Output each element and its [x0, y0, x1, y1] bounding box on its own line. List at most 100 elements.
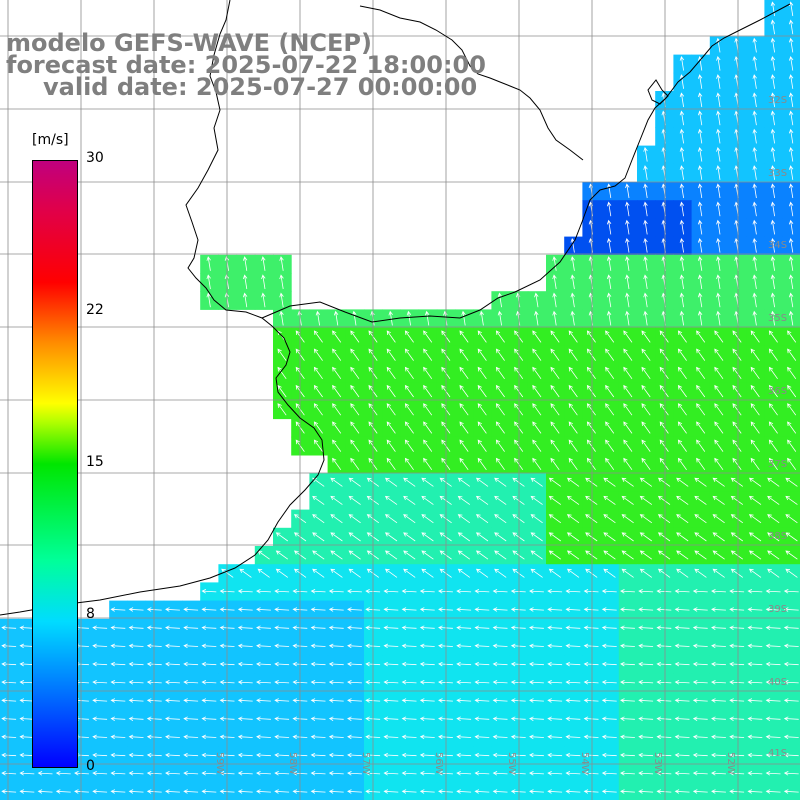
wind-arrow — [674, 789, 690, 794]
wind-arrow — [332, 457, 342, 471]
wind-arrow — [732, 348, 742, 361]
wind-arrow — [256, 661, 271, 667]
wind-arrow — [1, 625, 17, 630]
lon-label: 56W — [433, 752, 444, 775]
wind-arrow — [347, 734, 362, 740]
wind-arrow — [350, 403, 360, 416]
wind-arrow — [601, 771, 617, 776]
wind-arrow — [641, 384, 651, 398]
wind-arrow — [696, 330, 706, 343]
wind-arrow — [384, 495, 398, 505]
field-cell — [782, 309, 800, 329]
wind-arrow — [183, 789, 199, 794]
wind-arrow — [419, 734, 435, 740]
wind-arrow — [532, 457, 542, 471]
wind-arrow — [656, 625, 672, 630]
wind-arrow — [128, 771, 144, 776]
wind-arrow — [419, 643, 435, 649]
wind-arrow — [219, 771, 235, 776]
wind-arrow — [456, 589, 472, 594]
wind-arrow — [529, 789, 544, 794]
wind-arrow — [386, 403, 396, 416]
wind-arrow — [348, 568, 361, 578]
wind-arrow — [477, 366, 487, 380]
wind-arrow — [423, 384, 433, 398]
wind-arrow — [92, 734, 108, 740]
wind-arrow — [785, 477, 798, 487]
wind-arrow — [586, 403, 596, 416]
wind-arrow — [621, 495, 634, 505]
wind-arrow — [459, 421, 469, 434]
wind-arrow — [165, 698, 180, 703]
wind-arrow — [620, 661, 635, 667]
wind-arrow — [677, 421, 687, 434]
wind-arrow — [495, 457, 505, 471]
wind-arrow — [477, 439, 487, 452]
wind-arrow — [605, 403, 615, 416]
wind-arrow — [19, 643, 35, 649]
wind-arrow — [183, 734, 199, 740]
wind-arrow — [714, 330, 724, 343]
wind-arrow — [732, 403, 742, 416]
wind-arrow — [494, 477, 507, 487]
wind-arrow — [419, 716, 435, 721]
wind-arrow — [656, 680, 672, 685]
wind-arrow — [714, 457, 724, 471]
wind-arrow — [568, 366, 578, 380]
wind-arrow — [765, 680, 781, 685]
wind-arrow — [221, 568, 234, 578]
wind-arrow — [277, 403, 287, 416]
wind-arrow — [146, 607, 162, 612]
wind-arrow — [783, 661, 799, 667]
wind-arrow — [566, 477, 580, 487]
lat-label: 40S — [768, 677, 788, 688]
wind-arrow — [566, 514, 580, 524]
wind-arrow — [237, 752, 253, 758]
wind-arrow — [770, 110, 776, 126]
wind-arrow — [313, 330, 323, 343]
wind-arrow — [256, 734, 271, 740]
wind-arrow — [383, 607, 399, 612]
wind-arrow — [1, 643, 17, 649]
wind-arrow — [165, 607, 180, 612]
wind-arrow — [383, 643, 399, 649]
wind-arrow — [679, 219, 685, 235]
wind-arrow — [110, 607, 126, 612]
wind-arrow — [785, 568, 798, 578]
field-cell — [254, 782, 274, 800]
wind-arrow — [606, 219, 612, 235]
wind-arrow — [201, 734, 217, 740]
wind-arrow — [785, 495, 798, 505]
wind-arrow — [456, 789, 472, 794]
wind-arrow — [110, 734, 126, 740]
wind-arrow — [696, 421, 706, 434]
wind-arrow — [494, 495, 507, 505]
wind-arrow — [601, 789, 617, 794]
wind-arrow — [550, 366, 560, 380]
wind-arrow — [643, 165, 648, 180]
wind-arrow — [692, 771, 708, 776]
wind-arrow — [679, 201, 685, 217]
wind-arrow — [548, 532, 562, 542]
wind-arrow — [548, 477, 562, 487]
wind-arrow — [585, 568, 598, 578]
wind-arrow — [475, 532, 489, 542]
wind-arrow — [277, 384, 287, 398]
field-cell — [782, 254, 800, 274]
wind-arrow — [659, 366, 669, 380]
wind-arrow — [55, 771, 71, 776]
title-model: modelo GEFS-WAVE (NCEP) — [6, 29, 372, 57]
wind-arrow — [694, 514, 707, 524]
wind-arrow — [752, 128, 757, 144]
wind-arrow — [242, 292, 248, 308]
wind-arrow — [729, 716, 745, 721]
field-cell — [655, 782, 674, 800]
wind-arrow — [201, 680, 217, 685]
wind-arrow — [219, 789, 235, 794]
wind-arrow — [748, 550, 762, 560]
wind-arrow — [529, 625, 544, 630]
wind-arrow — [674, 734, 690, 740]
wind-arrow — [767, 550, 780, 560]
